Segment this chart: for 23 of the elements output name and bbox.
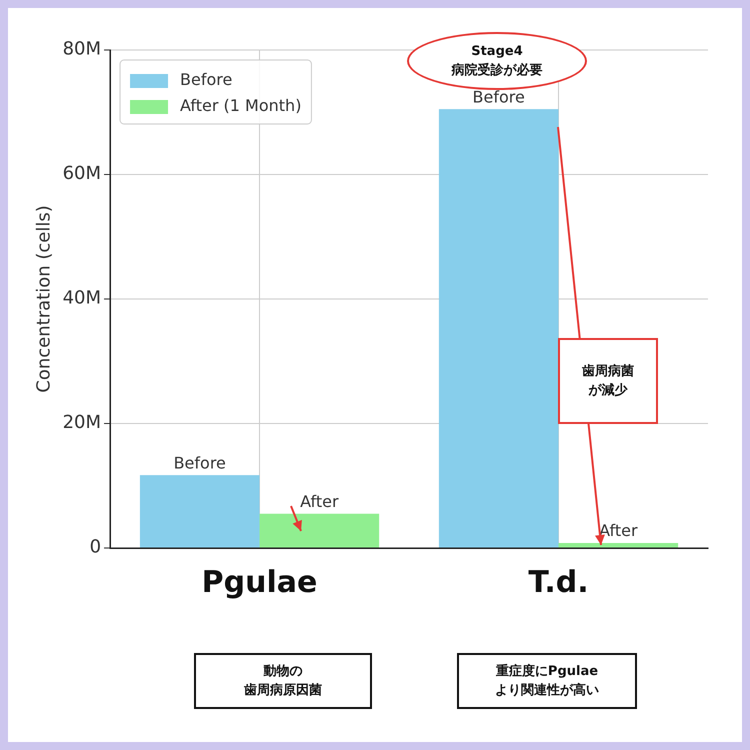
x-tick-label: T.d. (528, 564, 589, 600)
y-tick-label: 80M (62, 38, 102, 60)
legend-label: After (1 Month) (180, 96, 302, 116)
label-box: 動物の歯周病原因菌 (194, 653, 372, 709)
legend-label: Before (180, 70, 232, 90)
bar (140, 475, 260, 548)
bar (438, 109, 559, 548)
bar (558, 543, 678, 548)
y-axis-title: Concentration (cells) (33, 205, 54, 393)
x-tick-label: Pgulae (202, 564, 318, 600)
y-tick-label: 20M (62, 412, 102, 434)
data-label: After (599, 521, 638, 540)
y-tick-label: 40M (62, 288, 102, 309)
label-box: 重症度にPgulaeより関連性が高い (457, 653, 637, 709)
y-tick-label: 0 (90, 536, 102, 558)
callout-box: 歯周病菌が減少 (558, 338, 658, 424)
annotation: 歯周病菌が減少 (582, 362, 634, 400)
ellipse-callout: Stage4 病院受診が必要 (407, 32, 587, 90)
data-label: Before (472, 87, 525, 106)
data-label: After (300, 492, 339, 511)
y-tick-label: 60M (62, 163, 102, 184)
bar (260, 514, 380, 548)
data-label: Before (174, 453, 226, 472)
